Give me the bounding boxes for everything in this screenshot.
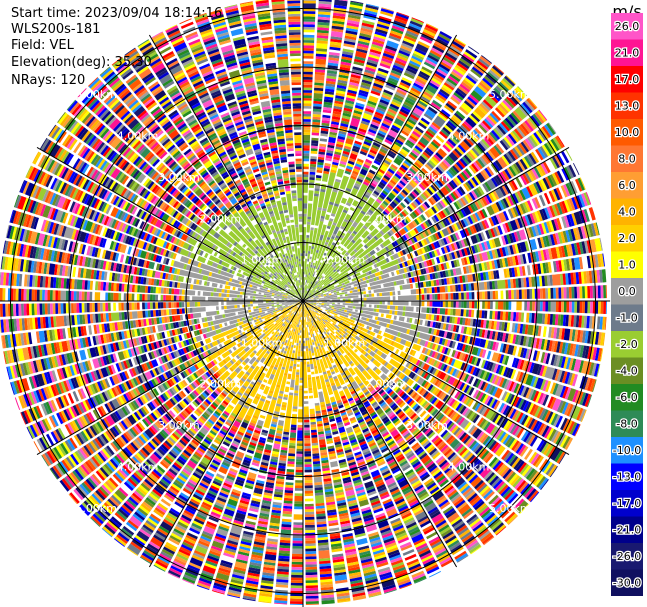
elevation-label: Elevation(deg): 35.30	[11, 54, 152, 70]
radial-lines	[0, 0, 611, 607]
radial-line	[302, 34, 458, 302]
range-ring-label: 3.00km	[158, 171, 200, 184]
start-time-label: Start time: 2023/09/04 18:14:16	[11, 6, 223, 21]
field-label: Field: VEL	[11, 38, 74, 54]
radial-line	[302, 300, 458, 568]
velocity-gate-group	[0, 0, 607, 605]
range-ring-label: 5.00km	[75, 88, 117, 101]
range-ring-label: 3.00km	[406, 171, 448, 184]
range-ring-label: 4.00km	[448, 130, 490, 143]
radial-line	[302, 146, 570, 302]
range-ring-label: 2.00km	[365, 378, 407, 391]
range-ring-label: 2.00km	[365, 212, 407, 225]
range-ring-label: 1.00km	[241, 254, 283, 267]
radial-line	[36, 300, 304, 456]
radial-line	[36, 146, 304, 302]
range-ring-label: 3.00km	[406, 419, 448, 432]
station-label: WLS200s-181	[11, 22, 101, 38]
range-ring-label: 5.00km	[489, 502, 531, 515]
velocity-gate-group	[0, 0, 607, 599]
nrays-label: NRays: 120	[11, 72, 86, 88]
range-ring-label: 4.00km	[117, 130, 159, 143]
radial-line	[302, 300, 570, 456]
range-ring-label: 1.00km	[324, 254, 366, 267]
scan-info: Start time: 2023/09/04 18:14:16 WLS200s-…	[11, 6, 222, 89]
velocity-gate-group	[1, 3, 597, 597]
range-ring-label: 5.00km	[75, 502, 117, 515]
range-ring-label: 3.00km	[158, 419, 200, 432]
radial-line	[148, 300, 304, 568]
radial-line	[148, 34, 304, 302]
velocity-gate-group	[0, 0, 607, 605]
velocity-gate-group	[0, 6, 594, 596]
range-ring-label: 5.00km	[489, 88, 531, 101]
range-ring-label: 1.00km	[324, 336, 366, 349]
range-ring-label: 2.00km	[200, 212, 242, 225]
range-ring-label: 4.00km	[448, 461, 490, 474]
range-ring-label: 1.00km	[241, 336, 283, 349]
range-ring-label: 4.00km	[117, 461, 159, 474]
range-ring-labels: 1.00km 1.00km 1.00km 1.00km 2.00km 2.00km 2.00…	[75, 88, 530, 515]
velocity-gate-group	[0, 0, 598, 591]
range-ring-label: 2.00km	[200, 378, 242, 391]
